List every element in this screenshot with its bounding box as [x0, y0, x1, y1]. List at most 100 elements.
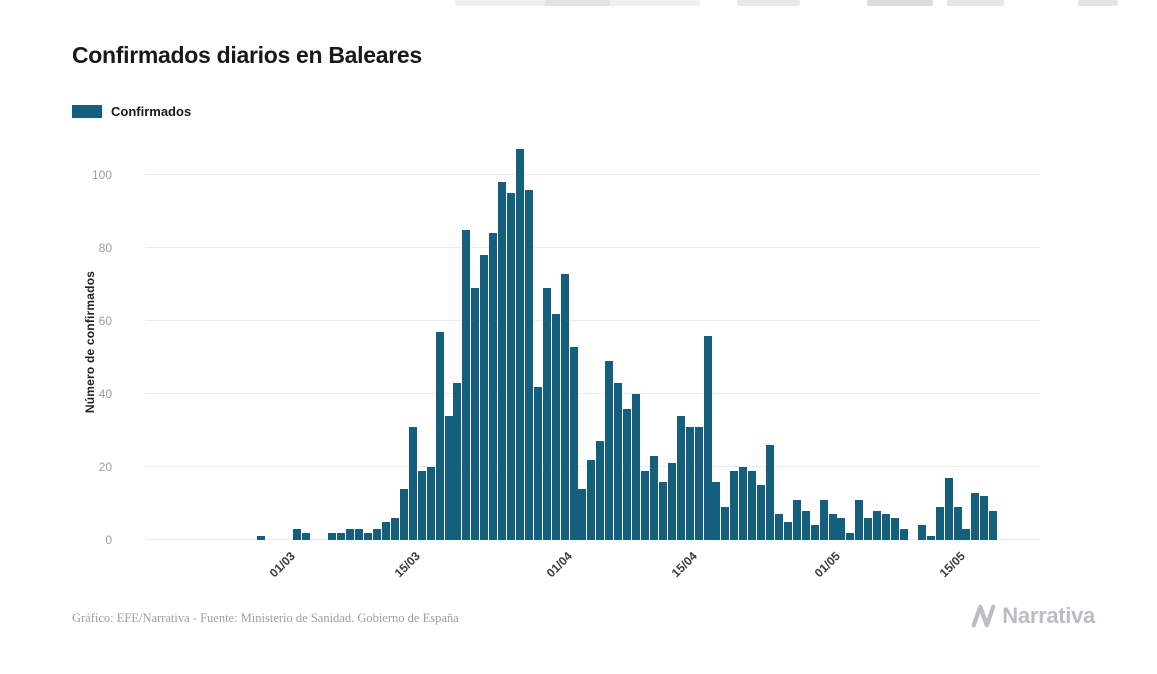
bar[interactable] [855, 499, 864, 540]
bar[interactable] [926, 536, 935, 540]
bar[interactable] [417, 470, 426, 540]
bar[interactable] [390, 518, 399, 540]
bar[interactable] [864, 518, 873, 540]
screenshot-artifact [545, 0, 610, 6]
plot-area [145, 145, 1040, 540]
bar[interactable] [962, 529, 971, 540]
bar[interactable] [703, 335, 712, 540]
bar[interactable] [578, 488, 587, 540]
bar[interactable] [507, 193, 516, 540]
x-axis-ticks: 01/03 15/03 01/04 15/04 01/05 15/05 [145, 540, 1040, 600]
bar[interactable] [462, 229, 471, 540]
bar[interactable] [721, 507, 730, 540]
gridline [145, 174, 1040, 175]
bar[interactable] [489, 233, 498, 540]
bar[interactable] [337, 532, 346, 540]
bar[interactable] [989, 510, 998, 540]
bar[interactable] [891, 518, 900, 540]
y-tick-label: 100 [91, 168, 112, 182]
screenshot-artifact [867, 0, 933, 6]
y-tick-label: 40 [98, 387, 112, 401]
bar[interactable] [605, 361, 614, 540]
bar[interactable] [685, 426, 694, 540]
bar[interactable] [328, 532, 337, 540]
bar[interactable] [748, 470, 757, 540]
bar[interactable] [480, 255, 489, 540]
y-tick-label: 20 [98, 460, 112, 474]
legend: Confirmados [72, 104, 191, 119]
bar[interactable] [292, 529, 301, 540]
bar[interactable] [730, 470, 739, 540]
gridline [145, 247, 1040, 248]
narrativa-brand: Narrativa [971, 601, 1095, 631]
bar[interactable] [515, 149, 524, 540]
bar[interactable] [382, 521, 391, 540]
bar[interactable] [658, 481, 667, 540]
bar[interactable] [783, 521, 792, 540]
bar[interactable] [640, 470, 649, 540]
bar[interactable] [533, 386, 542, 540]
bar[interactable] [355, 529, 364, 540]
bar[interactable] [739, 467, 748, 540]
bar[interactable] [801, 510, 810, 540]
gridline [145, 393, 1040, 394]
legend-label: Confirmados [111, 104, 192, 119]
bar[interactable] [971, 492, 980, 540]
bar[interactable] [757, 485, 766, 540]
bar[interactable] [346, 529, 355, 540]
bar[interactable] [953, 507, 962, 540]
bar[interactable] [542, 288, 551, 540]
bar[interactable] [632, 394, 641, 540]
screenshot-artifact [947, 0, 1004, 6]
bar[interactable] [301, 532, 310, 540]
bar[interactable] [649, 456, 658, 540]
bar[interactable] [587, 459, 596, 540]
bar[interactable] [569, 346, 578, 540]
x-tick-label: 01/03 [266, 549, 298, 581]
bar[interactable] [882, 514, 891, 540]
brand-name: Narrativa [1002, 603, 1095, 628]
bar[interactable] [257, 536, 265, 540]
bar[interactable] [944, 477, 953, 540]
bar[interactable] [444, 415, 453, 540]
bar[interactable] [453, 383, 462, 540]
bar[interactable] [694, 426, 703, 540]
screenshot-artifact [1078, 0, 1118, 6]
bar[interactable] [712, 481, 721, 540]
bar[interactable] [676, 415, 685, 540]
bar[interactable] [917, 525, 926, 540]
bar[interactable] [667, 463, 676, 540]
bar[interactable] [828, 514, 837, 540]
bar[interactable] [408, 426, 417, 540]
bar[interactable] [792, 499, 801, 540]
bar[interactable] [873, 510, 882, 540]
bar[interactable] [774, 514, 783, 540]
bar[interactable] [435, 331, 444, 540]
bar[interactable] [426, 467, 435, 540]
bar[interactable] [837, 518, 846, 540]
bar[interactable] [373, 529, 382, 540]
x-tick-label: 01/04 [543, 549, 575, 581]
bar[interactable] [614, 383, 623, 540]
bar[interactable] [766, 445, 774, 540]
bar[interactable] [980, 496, 989, 540]
bar[interactable] [364, 532, 373, 540]
bar[interactable] [498, 182, 507, 540]
bar[interactable] [399, 488, 408, 540]
bar[interactable] [471, 288, 480, 540]
bar[interactable] [623, 408, 632, 540]
bar[interactable] [935, 507, 944, 540]
legend-swatch [72, 105, 102, 118]
bar[interactable] [524, 189, 533, 540]
bar[interactable] [846, 532, 855, 540]
x-tick-label: 01/05 [811, 549, 843, 581]
bar[interactable] [560, 273, 569, 540]
bar[interactable] [899, 529, 908, 540]
bar[interactable] [810, 525, 819, 540]
x-tick-label: 15/03 [391, 549, 423, 581]
y-tick-label: 0 [105, 533, 112, 547]
bar[interactable] [551, 313, 560, 540]
bar[interactable] [596, 441, 605, 540]
bar[interactable] [819, 499, 828, 540]
